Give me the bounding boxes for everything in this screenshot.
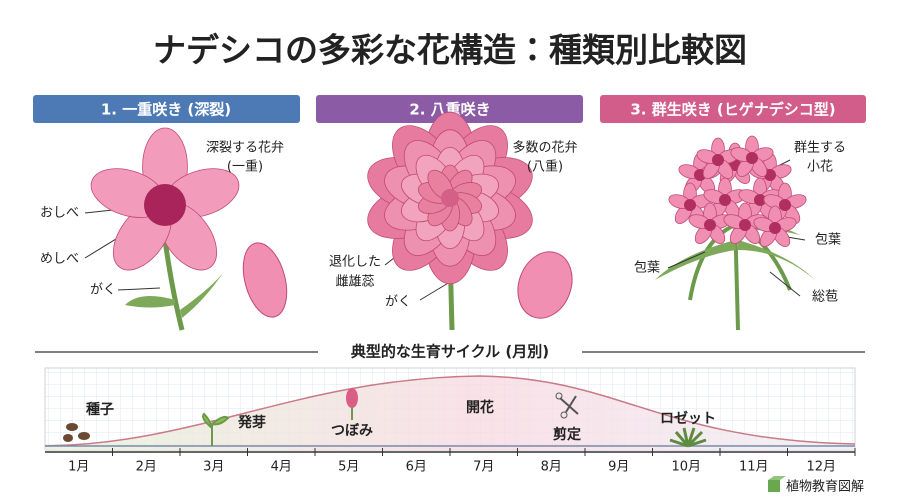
cycle-frame: [78, 432, 90, 440]
label: おしべ: [40, 206, 79, 221]
label: 包葉: [634, 261, 660, 276]
label: 雌雄蕊: [335, 275, 374, 290]
flower-eye: [739, 219, 751, 231]
label: 小花: [807, 159, 833, 175]
label: 包葉: [815, 233, 841, 248]
cycle-frame: [560, 411, 568, 419]
stage-label: 発芽: [237, 414, 266, 431]
label: 退化した: [329, 255, 381, 270]
panel-header: 2. 八重咲き: [409, 101, 490, 119]
cycle-frame: [555, 392, 563, 400]
flower-eye: [746, 152, 758, 164]
flower-eye: [684, 199, 696, 211]
flower: [417, 164, 483, 232]
flower-eye: [769, 222, 781, 234]
month-label: 2月: [136, 460, 157, 475]
panel-headers: [316, 95, 583, 123]
label: (八重): [527, 159, 563, 175]
flower-eye: [754, 194, 766, 206]
month-label: 12月: [806, 460, 836, 475]
month-label: 6月: [406, 460, 427, 475]
cycle-frame: [669, 427, 707, 448]
panel-header: 3. 群生咲き (ヒゲナデシコ型): [630, 101, 835, 119]
flower-illustrations: [84, 111, 815, 331]
panel-headers: [33, 95, 300, 123]
flower-eye: [779, 199, 791, 211]
cycle-frame: [66, 423, 78, 431]
month-label: 5月: [338, 460, 359, 475]
stage-label: ロゼット: [660, 410, 716, 427]
month-label: 3月: [203, 460, 224, 475]
label: がく: [385, 295, 411, 310]
cycle-frame: [346, 388, 358, 408]
stage-label: 種子: [86, 401, 114, 418]
flower: [703, 177, 747, 219]
flower-eye: [719, 194, 731, 206]
flower-eye: [144, 184, 186, 226]
label: 群生する: [794, 141, 846, 156]
month-label: 10月: [671, 460, 701, 475]
cycle-frame: [63, 434, 73, 442]
flower-eye: [704, 219, 716, 231]
flower-eye: [712, 154, 724, 166]
month-label: 9月: [608, 460, 629, 475]
cycle-frame: [559, 395, 579, 415]
footer-text: 植物教育図解: [786, 479, 864, 495]
flower: [753, 205, 797, 247]
label: 総苞: [812, 290, 838, 305]
footer: [768, 476, 786, 480]
label: 深裂する花弁: [206, 140, 284, 156]
footer: 植物教育図解: [768, 476, 864, 495]
label: めしべ: [40, 252, 79, 267]
petal: [242, 242, 288, 318]
panel-headers: [600, 95, 866, 123]
label: 多数の花弁: [512, 140, 577, 156]
cycle-frame: [35, 340, 865, 453]
flower-illustrations: [125, 270, 225, 318]
cycle-frame: [44, 375, 856, 447]
flower-illustrations: [162, 239, 185, 331]
month-label: 1月: [68, 460, 89, 475]
month-label: 8月: [541, 460, 562, 475]
footer: [768, 480, 780, 492]
month-label: 11月: [739, 460, 769, 475]
flower: [90, 127, 240, 271]
panel-labels: 深裂する花弁 (一重) おしべ めしべ がく 多数の花弁 (八重) 退化した 雌…: [40, 140, 846, 310]
flower-eye: [441, 189, 459, 207]
month-label: 7月: [473, 460, 494, 475]
flower: [730, 135, 774, 177]
stage-label: 開花: [466, 399, 494, 416]
month-axis: 1月 2月 3月 4月 5月 6月 7月 8月 9月 10月 11月 12月: [68, 448, 856, 475]
cycle-frame: [318, 340, 582, 364]
stage-label: つぼみ: [331, 423, 373, 439]
cycle-title: 典型的な生育サイクル (月別): [351, 343, 549, 361]
flower: [696, 137, 740, 179]
cycle-frame: [202, 412, 230, 446]
panel-header: 1. 一重咲き (深裂): [101, 101, 231, 119]
label: がく: [90, 283, 116, 298]
petal: [517, 251, 573, 319]
label: (一重): [227, 159, 263, 175]
panel-headers: [33, 95, 866, 123]
stage-label: 剪定: [553, 426, 581, 443]
title: ナデシコの多彩な花構造：種類別比較図: [153, 31, 747, 70]
month-label: 4月: [271, 460, 292, 475]
cycle-frame: [45, 376, 855, 450]
